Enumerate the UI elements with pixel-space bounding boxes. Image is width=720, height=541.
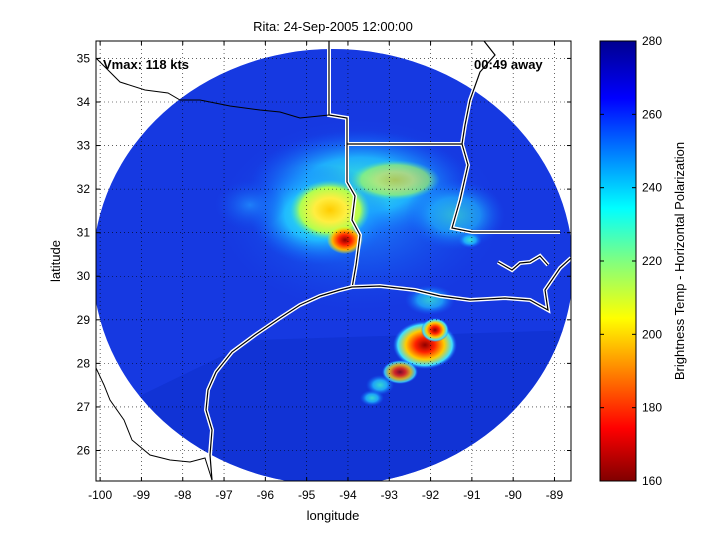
x-tick-label: -91 bbox=[463, 488, 481, 502]
coastline-inner bbox=[205, 255, 571, 481]
map-boundaries bbox=[96, 41, 571, 481]
chart-title: Rita: 24-Sep-2005 12:00:00 bbox=[253, 19, 413, 34]
colorbar-tick-label: 240 bbox=[642, 181, 662, 195]
colorbar-ticks: 160 180 200 220 240 260 280 bbox=[600, 34, 662, 488]
y-tick-label: 35 bbox=[77, 51, 91, 65]
x-tick-label: -99 bbox=[133, 488, 151, 502]
x-tick-label: -98 bbox=[174, 488, 192, 502]
tick-marks bbox=[96, 41, 571, 481]
colorbar-tick-label: 180 bbox=[642, 401, 662, 415]
y-axis-label: latitude bbox=[48, 240, 63, 282]
x-tick-label: -100 bbox=[88, 488, 112, 502]
colorbar bbox=[599, 40, 637, 482]
colorbar-tick-label: 160 bbox=[642, 474, 662, 488]
x-tick-label: -90 bbox=[505, 488, 523, 502]
colorbar-tick-label: 280 bbox=[642, 34, 662, 48]
grid-lines bbox=[96, 41, 571, 481]
y-tick-label: 31 bbox=[77, 226, 91, 240]
tick-labels: -100 -99 -98 -97 -96 -95 -94 -93 -92 -91 -90 -89 26 2… bbox=[77, 51, 564, 502]
colorbar-tick-label: 200 bbox=[642, 327, 662, 341]
colorbar-label: Brightness Temp - Horizontal Polarizatio… bbox=[672, 142, 687, 380]
y-tick-label: 27 bbox=[77, 400, 91, 414]
y-tick-label: 33 bbox=[77, 139, 91, 153]
x-tick-label: -95 bbox=[298, 488, 316, 502]
colorbar-tick-label: 220 bbox=[642, 254, 662, 268]
x-axis-label: longitude bbox=[307, 508, 360, 523]
x-tick-label: -97 bbox=[215, 488, 233, 502]
x-tick-label: -94 bbox=[339, 488, 357, 502]
x-tick-label: -93 bbox=[381, 488, 399, 502]
y-tick-label: 34 bbox=[77, 95, 91, 109]
y-tick-label: 29 bbox=[77, 313, 91, 327]
mexico-border bbox=[96, 57, 330, 481]
state-borders-inner bbox=[328, 41, 560, 289]
colorbar-tick-label: 260 bbox=[642, 107, 662, 121]
axes-box bbox=[95, 40, 572, 482]
y-tick-label: 28 bbox=[77, 356, 91, 370]
y-tick-label: 32 bbox=[77, 182, 91, 196]
vmax-annotation: Vmax: 118 kts bbox=[103, 57, 189, 72]
x-tick-label: -92 bbox=[422, 488, 440, 502]
away-annotation: 00:49 away bbox=[474, 57, 543, 72]
y-tick-label: 30 bbox=[77, 269, 91, 283]
x-tick-label: -89 bbox=[546, 488, 564, 502]
y-tick-label: 26 bbox=[77, 444, 91, 458]
x-tick-label: -96 bbox=[257, 488, 275, 502]
